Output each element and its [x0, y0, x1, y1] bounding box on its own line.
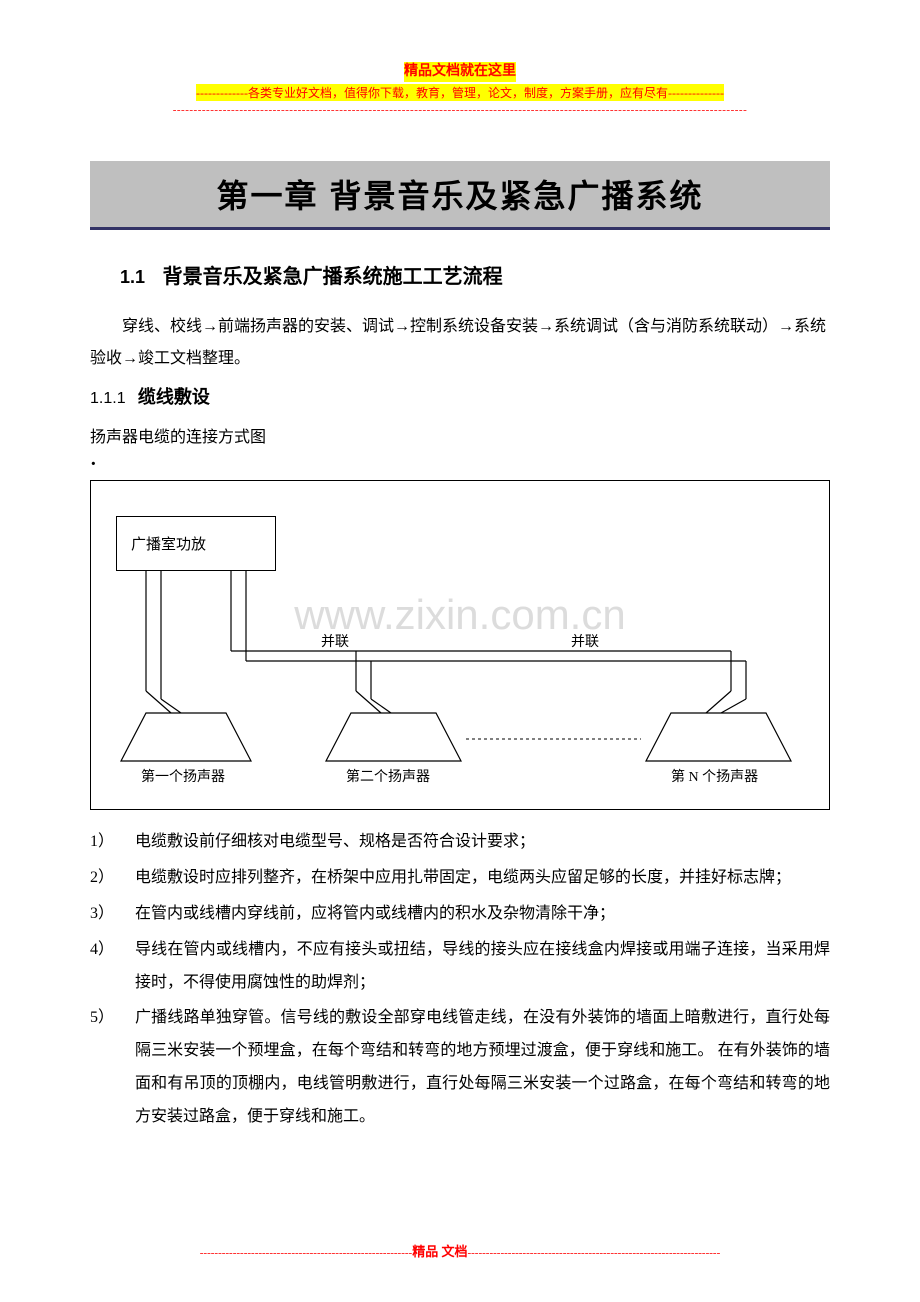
wiring-diagram: www.zixin.com.cn 广播室功放 [90, 480, 830, 810]
process-paragraph: 穿线、校线→前端扬声器的安装、调试→控制系统设备安装→系统调试（含与消防系统联动… [90, 311, 830, 375]
list-num-2: 2） [90, 862, 135, 895]
section-1-1-1: 1.1.1 缆线敷设 [90, 383, 830, 409]
list-item: 3） 在管内或线槽内穿线前，应将管内或线槽内的积水及杂物清除干净； [90, 898, 830, 931]
parallel-label-1: 并联 [321, 631, 349, 651]
numbered-list: 1） 电缆敷设前仔细核对电缆型号、规格是否符合设计要求； 2） 电缆敷设时应排列… [90, 826, 830, 1133]
list-text-1: 电缆敷设前仔细核对电缆型号、规格是否符合设计要求； [135, 826, 830, 859]
chapter-heading-box: 第一章 背景音乐及紧急广播系统 [90, 161, 830, 230]
section-1-1-1-num: 1.1.1 [90, 390, 126, 407]
list-item: 1） 电缆敷设前仔细核对电缆型号、规格是否符合设计要求； [90, 826, 830, 859]
list-item: 2） 电缆敷设时应排列整齐，在桥架中应用扎带固定，电缆两头应留足够的长度，并挂好… [90, 862, 830, 895]
footer: ----------------------------------------… [90, 1241, 830, 1260]
bullet-icon: · [90, 453, 830, 476]
wiring-svg [91, 481, 831, 811]
section-1-1-title: 背景音乐及紧急广播系统施工工艺流程 [163, 266, 503, 288]
list-item: 4） 导线在管内或线槽内，不应有接头或扭结，导线的接头应在接线盒内焊接或用端子连… [90, 934, 830, 1000]
header-dashes: ----------------------------------------… [90, 104, 830, 116]
section-1-1: 1.1 背景音乐及紧急广播系统施工工艺流程 [120, 260, 830, 289]
chapter-title: 第一章 背景音乐及紧急广播系统 [90, 171, 830, 217]
section-1-1-1-title: 缆线敷设 [138, 387, 210, 407]
header-sub: -------------各类专业好文档，值得你下载，教育，管理，论文，制度，方… [196, 84, 724, 101]
speaker-2-label: 第二个扬声器 [346, 766, 430, 786]
diagram-caption: 扬声器电缆的连接方式图 [90, 423, 830, 447]
footer-dashes-left: ----------------------------------------… [200, 1247, 412, 1259]
footer-label: 精品 文档 [412, 1244, 467, 1259]
footer-dashes-right: ----------------------------------------… [467, 1247, 720, 1259]
list-num-1: 1） [90, 826, 135, 859]
parallel-label-2: 并联 [571, 631, 599, 651]
list-item: 5） 广播线路单独穿管。信号线的敷设全部穿电线管走线，在没有外装饰的墙面上暗敷进… [90, 1002, 830, 1133]
list-text-2: 电缆敷设时应排列整齐，在桥架中应用扎带固定，电缆两头应留足够的长度，并挂好标志牌… [135, 862, 830, 895]
section-1-1-num: 1.1 [120, 267, 145, 287]
list-num-4: 4） [90, 934, 135, 1000]
list-num-3: 3） [90, 898, 135, 931]
header-top: 精品文档就在这里 [404, 62, 516, 82]
list-text-5: 广播线路单独穿管。信号线的敷设全部穿电线管走线，在没有外装饰的墙面上暗敷进行，直… [135, 1002, 830, 1133]
speaker-1-label: 第一个扬声器 [141, 766, 225, 786]
speaker-n-label: 第 N 个扬声器 [671, 766, 758, 786]
list-text-3: 在管内或线槽内穿线前，应将管内或线槽内的积水及杂物清除干净； [135, 898, 830, 931]
list-text-4: 导线在管内或线槽内，不应有接头或扭结，导线的接头应在接线盒内焊接或用端子连接，当… [135, 934, 830, 1000]
list-num-5: 5） [90, 1002, 135, 1133]
